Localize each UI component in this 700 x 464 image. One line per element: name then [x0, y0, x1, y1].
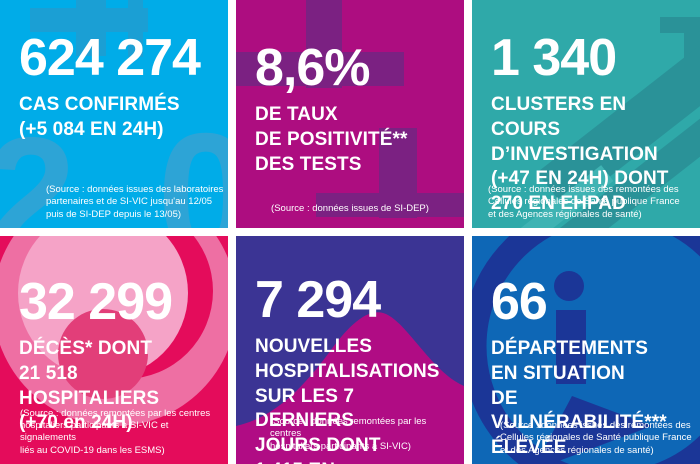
watermark-shape [316, 193, 464, 217]
wave-watermark [236, 236, 464, 464]
card-clusters: 1 340 CLUSTERS EN COURS D’INVESTIGATION … [472, 0, 700, 228]
wave-shape [236, 312, 464, 464]
stat-label: CAS CONFIRMÉS (+5 084 EN 24H) [19, 94, 180, 141]
watermark-shape [128, 0, 143, 57]
stat-value: 1 340 [491, 29, 617, 87]
plus-watermark [236, 0, 464, 228]
stat-value: 32 299 [19, 273, 173, 331]
watermark-digit-0: 0 [157, 98, 228, 228]
plus-and-digits-watermark: 2 0 [0, 0, 228, 228]
stat-value: 66 [491, 273, 548, 331]
bullseye-watermark [0, 236, 228, 464]
card-deces: 32 299 DÉCÈS* DONT 21 518 HOSPITALIERS (… [0, 236, 228, 464]
watermark-circle [58, 309, 148, 399]
info-bubble-shape [472, 236, 700, 464]
stat-label: CLUSTERS EN COURS D’INVESTIGATION (+47 E… [491, 94, 669, 215]
stat-label: DÉCÈS* DONT 21 518 HOSPITALIERS (+70 en … [19, 338, 160, 434]
stat-source: (Source : données issues de SI-DEP) [271, 202, 429, 214]
card-nouvelles-hospitalisations: 7 294 NOUVELLES HOSPITALISATIONS SUR LES… [236, 236, 464, 464]
info-bubble-icon [472, 236, 700, 464]
arrow-watermark [472, 0, 700, 228]
stat-label: DÉPARTEMENTS EN SITUATION DE VULNÉRABILI… [491, 338, 667, 459]
watermark-shape [236, 52, 404, 86]
stat-source: (Source : données issues des remontées d… [488, 183, 680, 220]
card-cas-confirmes: 2 0 624 274 CAS CONFIRMÉS (+5 084 EN 24H… [0, 0, 228, 228]
stat-label: NOUVELLES HOSPITALISATIONS SUR LES 7 DER… [255, 336, 440, 464]
stat-value: 624 274 [19, 29, 201, 87]
stat-value: 8,6% [255, 39, 371, 97]
card-taux-positivite: 8,6% DE TAUX DE POSITIVITÉ** DES TESTS (… [236, 0, 464, 228]
stat-source: (Source : données issues des remontées d… [500, 419, 692, 456]
stat-source: (Source : données issues des laboratoire… [46, 183, 224, 220]
stat-label: DE TAUX DE POSITIVITÉ** DES TESTS [255, 104, 408, 175]
stat-value: 7 294 [255, 271, 381, 329]
watermark-digit-2: 2 [0, 104, 77, 229]
stat-source: (Source : données remontées par les cent… [270, 415, 427, 452]
card-departements-vulnerabilite: 66 DÉPARTEMENTS EN SITUATION DE VULNÉRAB… [472, 236, 700, 464]
watermark-shape [76, 0, 106, 56]
stat-source: (Source : données remontées par les cent… [20, 407, 211, 456]
